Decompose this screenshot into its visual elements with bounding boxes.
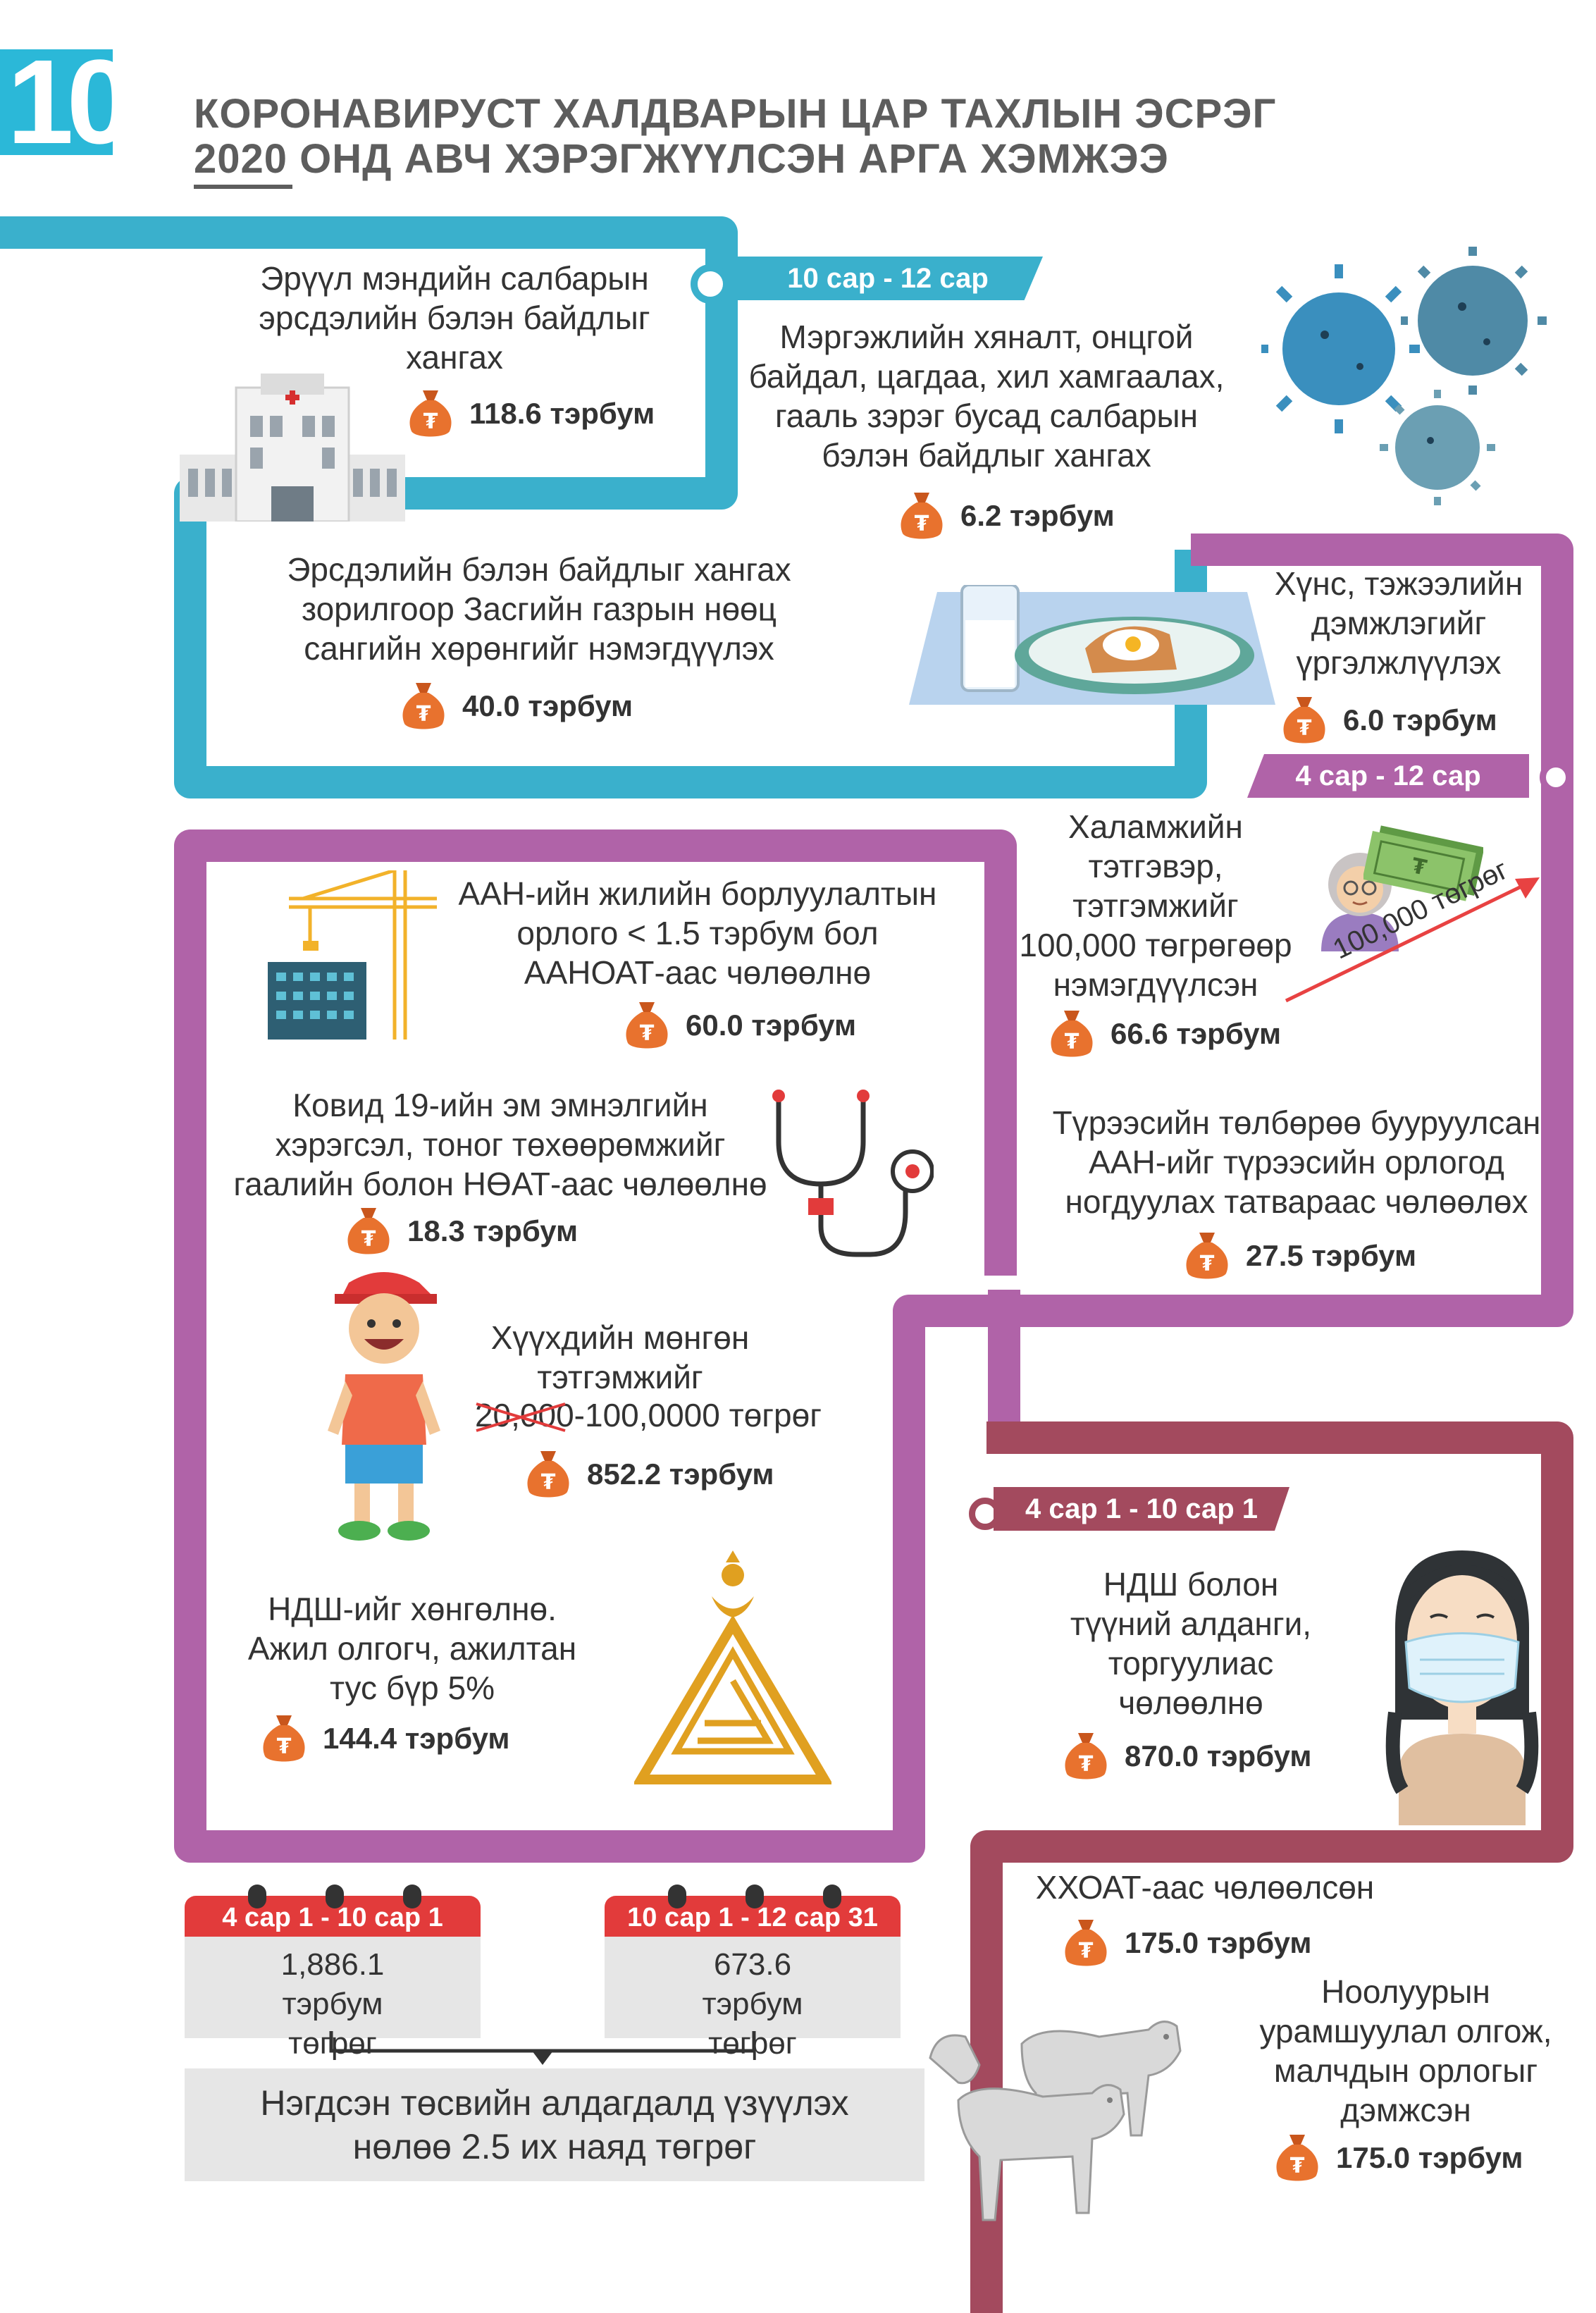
money-bag-icon <box>525 1448 571 1500</box>
amount-value: 144.4 тэрбум <box>323 1722 510 1755</box>
cross-out-mark <box>476 1402 566 1432</box>
stethoscope-icon <box>772 1090 934 1257</box>
money-bag-icon <box>1281 694 1328 746</box>
item-text: Ноолуурын урамшуулал олгож, малчдын орло… <box>1259 1973 1552 2128</box>
money-bag-icon <box>407 388 454 440</box>
amount: 852.2 тэрбум <box>525 1448 774 1500</box>
amount-value: 18.3 тэрбум <box>407 1214 579 1247</box>
amount: 6.0 тэрбум <box>1281 694 1497 746</box>
item-text: Ковид 19-ийн эм эмнэлгийн хэрэгсэл, тоно… <box>233 1087 767 1202</box>
page-title-line1: КОРОНАВИРУСТ ХАЛДВАРЫН ЦАР ТАХЛЫН ЭСРЭГ <box>194 91 1277 137</box>
amount: 27.5 тэрбум <box>1184 1230 1416 1282</box>
calendar-rings <box>248 1885 421 1908</box>
title-underline <box>194 185 292 189</box>
calendar-value: 1,886.1 тэрбум төгрөг <box>185 1937 481 2061</box>
page-number-badge <box>0 49 113 155</box>
amount-value: 870.0 тэрбум <box>1125 1739 1312 1772</box>
calendar-rings <box>668 1885 841 1908</box>
money-bag-icon <box>898 490 945 542</box>
amount: 40.0 тэрбум <box>400 680 633 732</box>
calendar-period: 10 сар 1 - 12 сар 31 <box>605 1896 901 1937</box>
summary-calendar-2: 10 сар 1 - 12 сар 31 673.6 тэрбум төгрөг <box>605 1885 901 2061</box>
item-text: Хүүхдийн мөнгөн тэтгэмжийг <box>490 1319 750 1395</box>
goats-icon <box>929 2021 1182 2221</box>
ndsh-logo-icon <box>634 1550 831 1784</box>
period-ribbon-1: 10 сар - 12 сар <box>733 257 1043 300</box>
amount: 6.2 тэрбум <box>898 490 1115 542</box>
timeline-dot <box>691 264 730 304</box>
summary-calendar-1: 4 сар 1 - 10 сар 1 1,886.1 тэрбум төгрөг <box>185 1885 481 2061</box>
item-text: Мэргэжлийн хяналт, онцгой байдал, цагдаа… <box>748 319 1225 474</box>
money-bag-icon <box>400 680 447 732</box>
amount-value: 27.5 тэрбум <box>1246 1239 1417 1272</box>
amount-value: 66.6 тэрбум <box>1111 1017 1282 1050</box>
amount: 870.0 тэрбум <box>1063 1730 1311 1782</box>
item-text: Эрүүл мэндийн салбарын эрсдэлийн бэлэн б… <box>259 260 650 376</box>
amount-value: 175.0 тэрбум <box>1336 2141 1523 2174</box>
boy-icon <box>328 1272 440 1541</box>
girl-mask-icon <box>1385 1550 1539 1825</box>
money-notes-icon: ₮ <box>1363 825 1483 901</box>
calendar-value: 673.6 тэрбум төгрөг <box>605 1937 901 2061</box>
item-text: Түрээсийн төлбөрөө бууруулсан ААН-ийг тү… <box>1052 1104 1541 1220</box>
crane-building-icon <box>268 870 437 1040</box>
money-bag-icon <box>261 1713 307 1765</box>
amount: 144.4 тэрбум <box>261 1713 509 1765</box>
amount-value: 60.0 тэрбум <box>686 1009 857 1042</box>
amount-value: 175.0 тэрбум <box>1125 1926 1312 1959</box>
money-bag-icon <box>1184 1230 1230 1282</box>
timeline-dot <box>1540 761 1572 794</box>
item-text: Халамжийн тэтгэвэр, тэтгэмжийг 100,000 т… <box>1019 808 1292 1003</box>
increase-arrow <box>1285 877 1540 1003</box>
amount: 66.6 тэрбум <box>1048 1008 1281 1060</box>
amount-value: 118.6 тэрбум <box>469 397 655 430</box>
money-bag-icon <box>1048 1008 1095 1060</box>
amount-value: 6.0 тэрбум <box>1343 703 1497 736</box>
amount: 175.0 тэрбум <box>1274 2132 1523 2184</box>
summary-bracket <box>329 2031 756 2065</box>
item-text-line: 20,000 -100,0000 төгрөг <box>451 1395 846 1435</box>
page-number: 10 <box>7 35 133 169</box>
amount: 175.0 тэрбум <box>1063 1917 1311 1969</box>
summary-total: Нэгдсэн төсвийн алдагдалд үзүүлэх нөлөө … <box>185 2068 924 2181</box>
food-tray-icon <box>909 585 1275 705</box>
page-title-line2: 2020 ОНД АВЧ ХЭРЭГЖҮҮЛСЭН АРГА ХЭМЖЭЭ <box>194 136 1169 182</box>
period-ribbon-3: 4 сар 1 - 10 сар 1 <box>994 1487 1289 1531</box>
amount-value: 40.0 тэрбум <box>462 689 633 722</box>
money-bag-icon <box>1274 2132 1320 2184</box>
virus-icon <box>1261 247 1547 505</box>
hospital-icon <box>180 374 405 522</box>
old-value: 20,000 <box>475 1395 574 1435</box>
item-text: ААН-ийн жилийн борлуулалтын орлого < 1.5… <box>458 875 937 991</box>
money-bag-icon <box>1063 1730 1109 1782</box>
item-text: НДШ болон түүний алданги, торгуулиас чөл… <box>1070 1566 1312 1721</box>
money-bag-icon <box>624 999 670 1051</box>
item-text: Эрсдэлийн бэлэн байдлыг хангах зорилгоор… <box>287 551 791 667</box>
amount-value: 852.2 тэрбум <box>587 1457 774 1491</box>
amount: 60.0 тэрбум <box>624 999 856 1051</box>
amount: 118.6 тэрбум <box>407 388 655 440</box>
item-text: ХХОАТ-аас чөлөөлсөн <box>1035 1869 1375 1906</box>
period-ribbon-2: 4 сар - 12 сар <box>1247 754 1529 798</box>
money-bag-icon <box>345 1205 392 1257</box>
item-text: Хүнс, тэжээлийн дэмжлэгийг үргэлжлүүлэх <box>1274 565 1523 681</box>
amount: 18.3 тэрбум <box>345 1205 578 1257</box>
amount-value: 6.2 тэрбум <box>960 499 1115 532</box>
item-text: НДШ-ийг хөнгөлнө. Ажил олгогч, ажилтан т… <box>247 1591 577 1706</box>
